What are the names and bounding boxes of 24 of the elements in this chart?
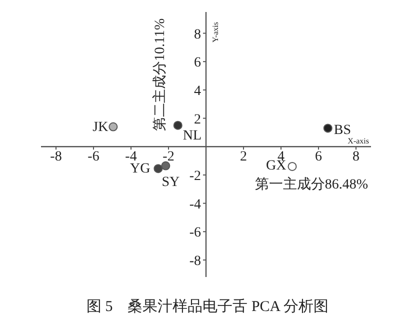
- y-tick-label: 2: [194, 112, 201, 128]
- x-axis-title: 第一主成分86.48%: [254, 176, 368, 193]
- x-tick-label: -2: [162, 150, 174, 165]
- y-tick-label: 8: [194, 27, 201, 42]
- series-label: NL: [182, 128, 202, 144]
- x-tick-label: 2: [240, 150, 247, 165]
- y-tick-label: 6: [194, 56, 201, 71]
- y-tick-label: 4: [194, 84, 201, 99]
- series-label: BS: [334, 123, 351, 138]
- x-tick-label: -8: [50, 150, 62, 165]
- text: 图 5 桑果汁样品电子舌 PCA 分析图: [86, 298, 329, 315]
- y-tick-label: -2: [189, 168, 201, 184]
- x-tick-label: 6: [315, 150, 322, 165]
- series-label: SY: [162, 174, 180, 190]
- y-axis-title: 第二主成分10.11%: [152, 18, 168, 131]
- series-label: JK: [92, 120, 108, 135]
- y-tick-label: -8: [189, 254, 201, 269]
- x-tick-label: 8: [352, 150, 360, 165]
- y-tick-label: -6: [189, 226, 201, 241]
- y-tick-label: -4: [189, 197, 201, 212]
- annotation: Y-axis: [211, 22, 220, 42]
- annotation: X-axis: [348, 136, 369, 146]
- series-label: YG: [130, 162, 150, 177]
- x-tick-label: -6: [88, 150, 100, 165]
